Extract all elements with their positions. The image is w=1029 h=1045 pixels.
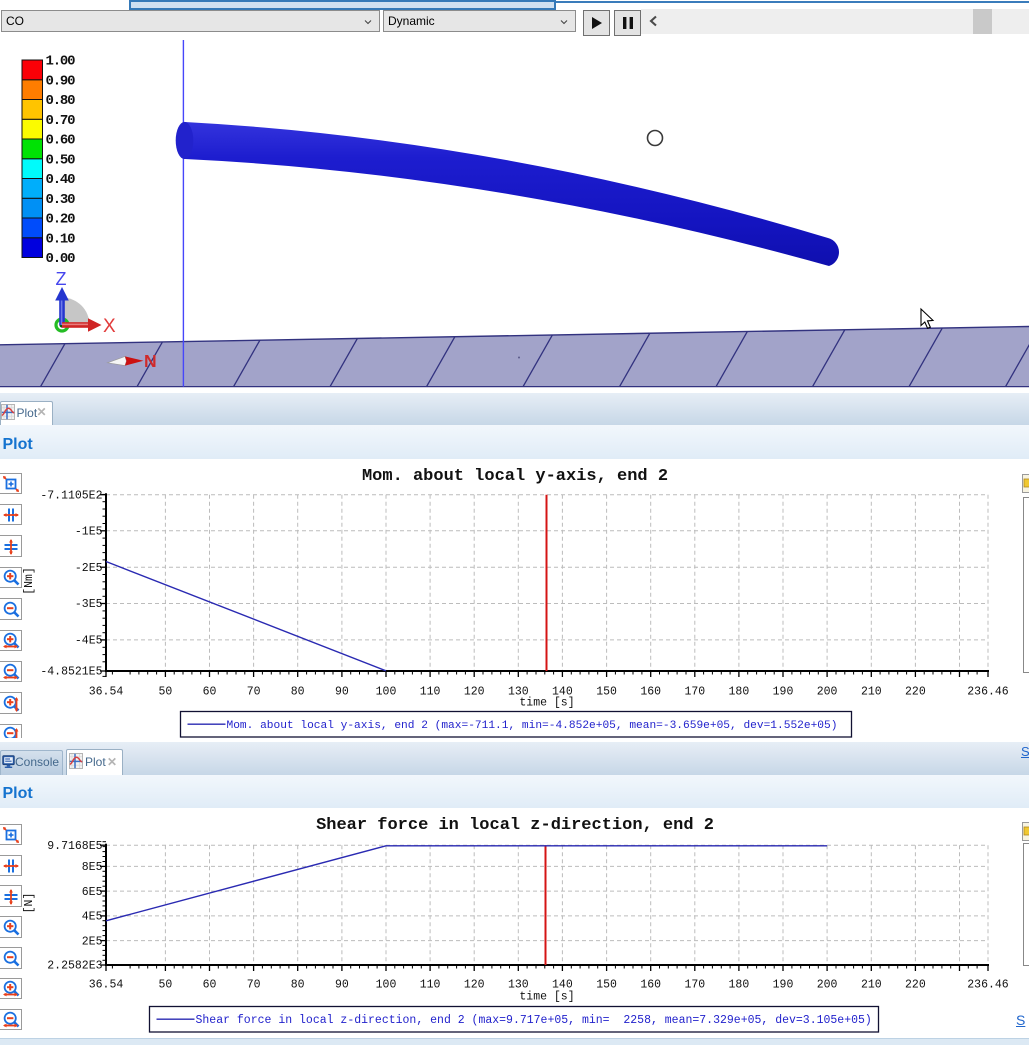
svg-text:0.10: 0.10 bbox=[46, 231, 76, 247]
svg-text:-4E5: -4E5 bbox=[75, 635, 103, 648]
svg-text:120: 120 bbox=[464, 686, 485, 699]
svg-text:60: 60 bbox=[203, 686, 217, 699]
svg-text:70: 70 bbox=[247, 686, 261, 699]
svg-text:36.54: 36.54 bbox=[89, 686, 124, 699]
svg-text:220: 220 bbox=[905, 979, 926, 992]
svg-text:4E5: 4E5 bbox=[82, 911, 103, 924]
svg-text:Z: Z bbox=[56, 269, 67, 289]
svg-text:-4.8521E5: -4.8521E5 bbox=[40, 666, 102, 679]
svg-text:236.46: 236.46 bbox=[967, 979, 1009, 992]
svg-text:0.60: 0.60 bbox=[46, 133, 76, 149]
svg-text:130: 130 bbox=[508, 979, 529, 992]
svg-text:210: 210 bbox=[861, 979, 882, 992]
svg-text:140: 140 bbox=[552, 979, 573, 992]
svg-text:[N]: [N] bbox=[23, 893, 36, 914]
svg-text:Shear force in local z-directi: Shear force in local z-direction, end 2 … bbox=[196, 1014, 872, 1027]
svg-text:0.70: 0.70 bbox=[46, 113, 76, 129]
svg-text:90: 90 bbox=[335, 686, 349, 699]
svg-text:90: 90 bbox=[335, 979, 349, 992]
svg-text:50: 50 bbox=[158, 979, 172, 992]
svg-text:36.54: 36.54 bbox=[89, 979, 124, 992]
svg-text:100: 100 bbox=[376, 686, 397, 699]
svg-text:Mom. about local y-axis, end 2: Mom. about local y-axis, end 2 (max=-711… bbox=[227, 720, 838, 732]
svg-text:2E5: 2E5 bbox=[82, 935, 103, 948]
svg-text:8E5: 8E5 bbox=[82, 861, 103, 874]
svg-text:0.50: 0.50 bbox=[46, 152, 76, 168]
svg-text:2.2582E3: 2.2582E3 bbox=[47, 960, 102, 973]
svg-text:50: 50 bbox=[158, 686, 172, 699]
svg-text:0.40: 0.40 bbox=[46, 172, 76, 188]
svg-text:0.00: 0.00 bbox=[46, 251, 76, 267]
svg-text:0.80: 0.80 bbox=[46, 93, 76, 109]
svg-text:X: X bbox=[103, 316, 116, 337]
svg-text:150: 150 bbox=[596, 686, 617, 699]
svg-text:-2E5: -2E5 bbox=[75, 562, 103, 575]
svg-text:-1E5: -1E5 bbox=[75, 526, 103, 539]
svg-text:140: 140 bbox=[552, 686, 573, 699]
svg-text:0.90: 0.90 bbox=[46, 73, 76, 89]
svg-text:N: N bbox=[144, 351, 157, 371]
svg-text:170: 170 bbox=[684, 979, 705, 992]
svg-text:80: 80 bbox=[291, 686, 305, 699]
svg-text:180: 180 bbox=[729, 686, 750, 699]
svg-text:9.7168E5: 9.7168E5 bbox=[47, 840, 102, 853]
svg-text:190: 190 bbox=[773, 686, 794, 699]
svg-text:110: 110 bbox=[420, 979, 441, 992]
svg-text:80: 80 bbox=[291, 979, 305, 992]
svg-text:180: 180 bbox=[729, 979, 750, 992]
svg-text:160: 160 bbox=[640, 686, 661, 699]
svg-text:200: 200 bbox=[817, 979, 838, 992]
svg-text:200: 200 bbox=[817, 686, 838, 699]
svg-text:[Nm]: [Nm] bbox=[23, 567, 36, 595]
svg-text:time [s]: time [s] bbox=[519, 697, 574, 710]
svg-text:190: 190 bbox=[773, 979, 794, 992]
svg-text:130: 130 bbox=[508, 686, 529, 699]
svg-text:time [s]: time [s] bbox=[519, 991, 574, 1004]
svg-text:120: 120 bbox=[464, 979, 485, 992]
svg-text:60: 60 bbox=[203, 979, 217, 992]
svg-text:0.20: 0.20 bbox=[46, 212, 76, 228]
svg-text:70: 70 bbox=[247, 979, 261, 992]
svg-text:-7.1105E2: -7.1105E2 bbox=[40, 489, 102, 502]
svg-text:160: 160 bbox=[640, 979, 661, 992]
svg-text:150: 150 bbox=[596, 979, 617, 992]
svg-text:220: 220 bbox=[905, 686, 926, 699]
svg-text:1.00: 1.00 bbox=[46, 54, 76, 70]
svg-text:6E5: 6E5 bbox=[82, 886, 103, 899]
svg-text:100: 100 bbox=[376, 979, 397, 992]
svg-text:110: 110 bbox=[420, 686, 441, 699]
svg-text:-3E5: -3E5 bbox=[75, 598, 103, 611]
svg-text:0.30: 0.30 bbox=[46, 192, 76, 208]
svg-text:Shear force in local z-directi: Shear force in local z-direction, end 2 bbox=[316, 816, 714, 835]
svg-text:236.46: 236.46 bbox=[967, 686, 1009, 699]
svg-text:Mom. about local y-axis, end 2: Mom. about local y-axis, end 2 bbox=[362, 467, 668, 486]
svg-text:170: 170 bbox=[684, 686, 705, 699]
svg-text:210: 210 bbox=[861, 686, 882, 699]
